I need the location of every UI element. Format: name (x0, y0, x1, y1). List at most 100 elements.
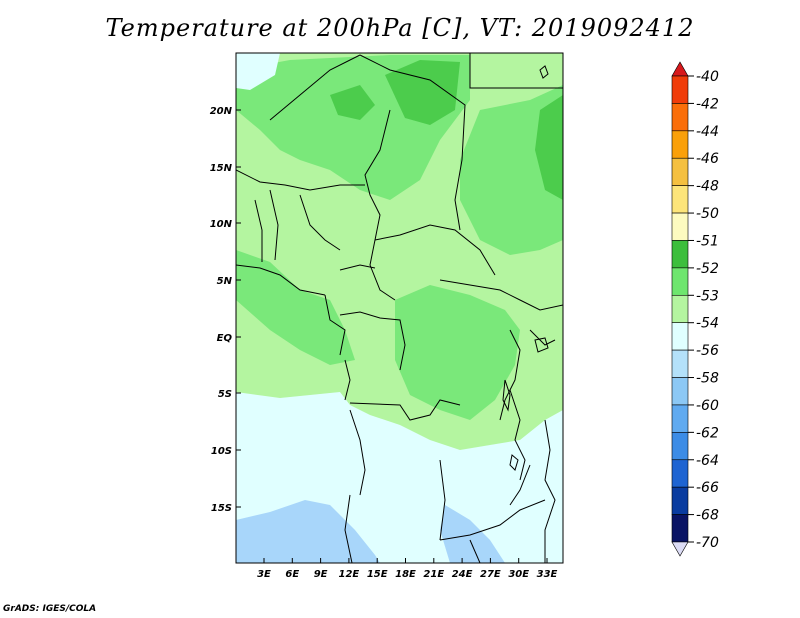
border-line (439, 279, 563, 311)
lon-tick-label: 12E (339, 569, 360, 580)
colorbar-swatch (671, 267, 689, 296)
lon-tick-label: 33E (537, 569, 558, 580)
colorbar-swatch (671, 157, 689, 186)
colorbar-swatch (671, 130, 689, 159)
lake-outline (534, 337, 549, 353)
colorbar-label: -64 (696, 453, 719, 469)
map-frame (235, 52, 564, 564)
colorbar-top-arrow (671, 61, 689, 77)
colorbar-label: -54 (696, 316, 719, 332)
lon-tick-label: 27E (480, 569, 501, 580)
border-line (254, 199, 263, 262)
border-line (529, 329, 556, 346)
border-line (359, 54, 466, 231)
border-line (369, 239, 396, 301)
border-line (469, 53, 563, 89)
border-line (269, 189, 279, 261)
lon-tick-label: 30E (508, 569, 529, 580)
lat-tick-label: 5S (218, 389, 232, 400)
colorbar-label: -58 (696, 371, 719, 387)
border-line (374, 224, 496, 276)
border-line (299, 194, 341, 251)
colorbar-label: -52 (696, 261, 719, 277)
colorbar: -40 -42 -44 -46 -48 -50 -51 -52 -53 -54 -56 -58 -60 -… (671, 61, 719, 557)
colorbar-label: -46 (696, 151, 719, 167)
colorbar-swatch (671, 212, 689, 241)
field-warm-central (395, 285, 520, 420)
colorbar-swatch (671, 514, 689, 543)
colorbar-swatch (671, 349, 689, 378)
field-dark-north (385, 60, 460, 125)
temperature-field (236, 53, 563, 563)
lake-outline (509, 454, 519, 471)
colorbar-label: -51 (696, 233, 719, 249)
island-outline (539, 65, 549, 79)
border-line (339, 311, 406, 371)
border-line (349, 399, 461, 421)
lat-tick-label: EQ (217, 333, 233, 344)
lon-tick-label: 6E (285, 569, 299, 580)
lon-tick-label: 21E (423, 569, 444, 580)
border-line (439, 499, 546, 541)
colorbar-swatch (671, 486, 689, 515)
colorbar-label: -40 (696, 69, 719, 85)
border-line (344, 359, 351, 401)
colorbar-label: -56 (696, 343, 719, 359)
field-dark-west (330, 85, 375, 120)
lon-tick-label: 24E (452, 569, 473, 580)
lat-tick-label: 20N (210, 106, 233, 117)
colorbar-swatch (671, 75, 689, 104)
map-title: Temperature at 200hPa [C], VT: 201909241… (105, 14, 695, 42)
lat-tick-label: 10S (211, 446, 232, 457)
lon-tick-label: 9E (314, 569, 328, 580)
colorbar-swatch (671, 185, 689, 214)
border-line (509, 389, 526, 481)
border-line (339, 264, 376, 271)
colorbar-label: -48 (696, 179, 719, 195)
colorbar-label: -50 (696, 206, 719, 222)
border-line (509, 464, 531, 506)
grads-credit: GrADS: IGES/COLA (3, 604, 97, 614)
longitude-ticks: 3E 6E 9E 12E 15E 18E 21E 24E 27E 30E 33E (257, 558, 558, 580)
lon-tick-label: 18E (395, 569, 416, 580)
colorbar-label: -60 (696, 398, 719, 414)
border-line (269, 54, 361, 121)
colorbar-label: -68 (696, 508, 719, 524)
colorbar-swatch (671, 432, 689, 461)
colorbar-label: -62 (696, 425, 719, 441)
colorbar-swatch (671, 240, 689, 269)
border-line (236, 264, 326, 296)
field-cool-northwest (236, 53, 280, 90)
border-line (236, 169, 365, 191)
border-line (439, 459, 446, 541)
lat-tick-label: 5N (217, 276, 233, 287)
latitude-ticks: 20N 15N 10N 5N EQ 5S 10S 15S (210, 106, 241, 514)
lat-tick-label: 15N (210, 163, 233, 174)
colorbar-swatch (671, 103, 689, 132)
colorbar-label: -70 (696, 535, 719, 551)
country-borders (236, 53, 563, 563)
colorbar-label: -44 (696, 124, 719, 140)
field-warm-west (236, 250, 355, 365)
colorbar-swatch (671, 459, 689, 488)
lat-tick-label: 10N (210, 219, 233, 230)
lon-tick-label: 3E (257, 569, 271, 580)
border-line (349, 409, 366, 496)
colorbar-swatch (671, 404, 689, 433)
border-line (469, 539, 481, 563)
colorbar-swatch (671, 322, 689, 351)
colorbar-label: -66 (696, 480, 719, 496)
lat-tick-label: 15S (211, 503, 232, 514)
colorbar-label: -53 (696, 288, 719, 304)
border-line (499, 329, 521, 421)
lon-tick-label: 15E (367, 569, 388, 580)
lake-outline (502, 379, 511, 412)
field-warm-northeast (460, 85, 563, 255)
border-line (344, 494, 353, 563)
field-cold-southwest (236, 500, 380, 563)
colorbar-label: -42 (696, 96, 719, 112)
field-dark-east (535, 95, 563, 200)
colorbar-swatch (671, 294, 689, 324)
border-line (364, 109, 391, 241)
